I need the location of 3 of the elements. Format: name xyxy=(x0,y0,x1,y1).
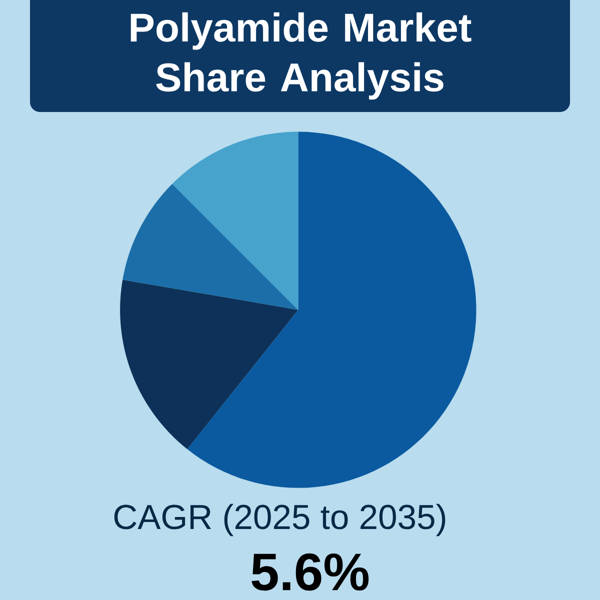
chart-title: Polyamide Market Share Analysis xyxy=(130,12,472,100)
text: CAGR (2025 to 2035) xyxy=(114,504,446,536)
text: 5.6% xyxy=(252,553,369,591)
